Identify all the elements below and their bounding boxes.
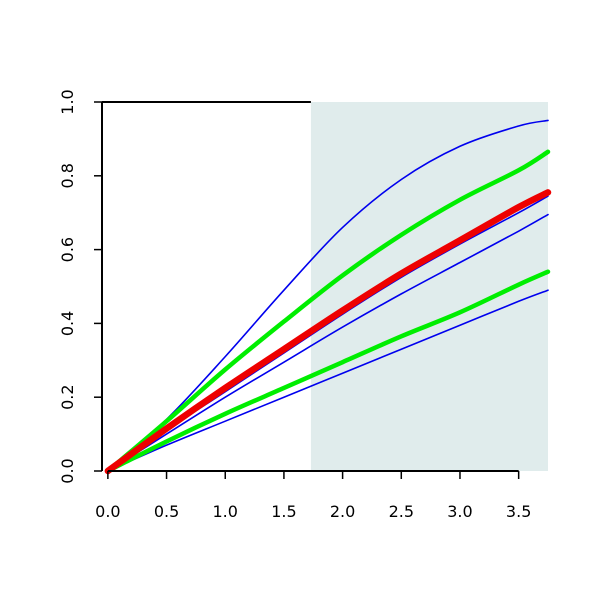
y-tick-label: 0.0 — [58, 458, 77, 483]
series-line-upper-thick — [105, 149, 551, 474]
x-tick-label: 0.5 — [154, 502, 179, 521]
x-tick-label: 1.5 — [271, 502, 296, 521]
x-tick-label: 3.5 — [506, 502, 531, 521]
series-line-center — [104, 189, 552, 475]
series-line-upper-thin — [107, 119, 549, 472]
y-tick-label: 1.0 — [58, 89, 77, 114]
y-tick-label: 0.2 — [58, 384, 77, 409]
series-layer — [104, 119, 552, 475]
x-tick-label: 3.0 — [447, 502, 472, 521]
x-tick-label: 2.5 — [389, 502, 414, 521]
shaded-region-layer — [310, 102, 548, 471]
y-axis-ticks: 0.0 0.2 0.4 0.6 0.8 1.0 — [58, 89, 102, 484]
series-line-lower-thin — [107, 289, 549, 472]
series-line-lower-thick — [105, 269, 551, 474]
shaded-region — [310, 102, 548, 471]
x-tick-label: 0.0 — [95, 502, 120, 521]
y-tick-label: 0.4 — [58, 311, 77, 336]
x-tick-label: 2.0 — [330, 502, 355, 521]
y-tick-label: 0.8 — [58, 163, 77, 188]
x-axis-ticks: 0.0 0.5 1.0 1.5 2.0 2.5 3.0 3.5 — [95, 471, 531, 521]
y-tick-label: 0.6 — [58, 237, 77, 262]
series-line-mid-thin — [107, 213, 549, 472]
axis-layer — [101, 101, 519, 472]
x-tick-label: 1.0 — [213, 502, 238, 521]
